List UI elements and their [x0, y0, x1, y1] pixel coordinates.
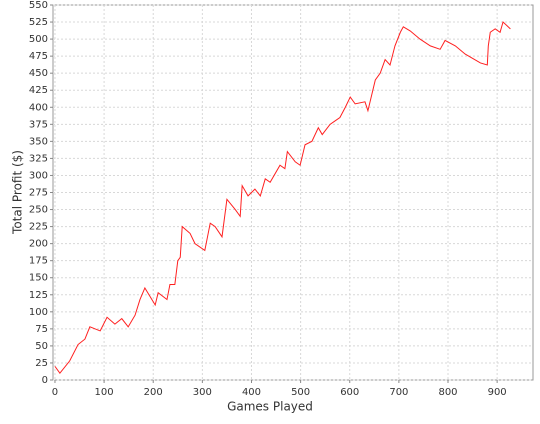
x-tick-label: 100 [95, 387, 114, 398]
y-tick-label: 325 [29, 153, 48, 164]
y-tick-label: 275 [29, 188, 48, 199]
y-tick-label: 450 [29, 68, 48, 79]
y-tick-label: 175 [29, 256, 48, 267]
y-tick-label: 225 [29, 222, 48, 233]
x-tick-label: 600 [340, 387, 359, 398]
y-tick-label: 250 [29, 205, 48, 216]
x-tick-label: 500 [291, 387, 310, 398]
y-tick-label: 500 [29, 34, 48, 45]
data-line [54, 21, 511, 375]
x-tick-label: 700 [389, 387, 408, 398]
x-tick-label: 800 [438, 387, 457, 398]
y-tick-label: 75 [35, 324, 48, 335]
x-tick-label: 300 [193, 387, 212, 398]
x-tick-label: 400 [242, 387, 261, 398]
y-tick-label: 25 [35, 358, 48, 369]
y-axis-label: Total Profit ($) [11, 150, 25, 235]
x-axis-label: Games Played [227, 400, 313, 414]
y-tick-label: 300 [29, 170, 48, 181]
y-tick-label: 350 [29, 136, 48, 147]
y-tick-label: 475 [29, 51, 48, 62]
y-tick-label: 125 [29, 290, 48, 301]
y-tick-label: 400 [29, 102, 48, 113]
x-tick-label: 0 [52, 387, 58, 398]
y-tick-label: 100 [29, 307, 48, 318]
y-tick-label: 525 [29, 17, 48, 28]
y-tick-label: 0 [42, 375, 48, 386]
x-tick-label: 200 [144, 387, 163, 398]
y-tick-label: 50 [35, 341, 48, 352]
y-tick-label: 550 [29, 0, 48, 11]
x-tick-label: 900 [488, 387, 507, 398]
y-tick-label: 200 [29, 239, 48, 250]
y-tick-label: 425 [29, 85, 48, 96]
y-tick-label: 150 [29, 273, 48, 284]
y-tick-label: 375 [29, 119, 48, 130]
